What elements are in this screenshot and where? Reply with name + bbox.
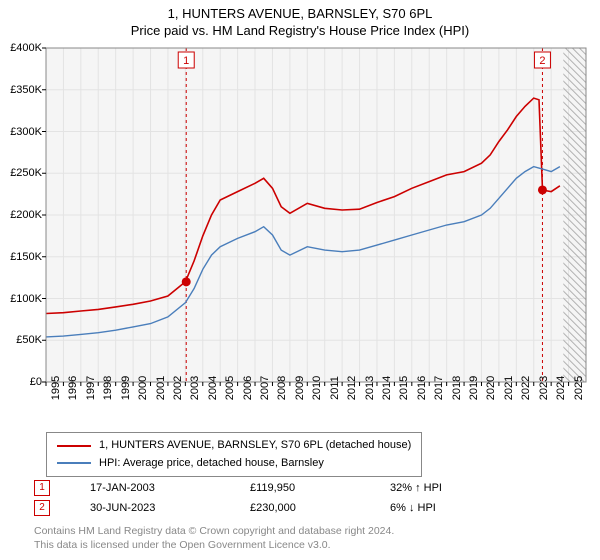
chart-svg: 12 [46, 48, 586, 382]
marker-badge: 1 [34, 480, 50, 496]
x-axis-labels: 1995199619971998199920002001200220032004… [46, 384, 586, 434]
legend-item: HPI: Average price, detached house, Barn… [57, 455, 411, 473]
legend-item: 1, HUNTERS AVENUE, BARNSLEY, S70 6PL (de… [57, 437, 411, 455]
legend-swatch [57, 462, 91, 464]
marker-price: £230,000 [250, 502, 350, 514]
legend-swatch [57, 445, 91, 447]
marker-row: 2 30-JUN-2023 £230,000 6% ↓ HPI [34, 500, 500, 516]
chart-subtitle: Price paid vs. HM Land Registry's House … [0, 23, 600, 38]
svg-text:1: 1 [183, 55, 189, 67]
marker-date: 17-JAN-2003 [90, 482, 210, 494]
marker-row: 1 17-JAN-2003 £119,950 32% ↑ HPI [34, 480, 500, 496]
chart-plot-area: 12 [46, 48, 586, 382]
license-text: Contains HM Land Registry data © Crown c… [34, 524, 394, 552]
license-line: Contains HM Land Registry data © Crown c… [34, 524, 394, 538]
chart-title: 1, HUNTERS AVENUE, BARNSLEY, S70 6PL [0, 6, 600, 21]
svg-text:2: 2 [539, 55, 545, 67]
legend-label: HPI: Average price, detached house, Barn… [99, 455, 324, 473]
marker-pct: 6% ↓ HPI [390, 502, 500, 514]
legend: 1, HUNTERS AVENUE, BARNSLEY, S70 6PL (de… [46, 432, 422, 477]
marker-badge: 2 [34, 500, 50, 516]
marker-date: 30-JUN-2023 [90, 502, 210, 514]
license-line: This data is licensed under the Open Gov… [34, 538, 394, 552]
legend-label: 1, HUNTERS AVENUE, BARNSLEY, S70 6PL (de… [99, 437, 411, 455]
y-axis-labels: £0£50K£100K£150K£200K£250K£300K£350K£400… [0, 48, 44, 382]
marker-price: £119,950 [250, 482, 350, 494]
marker-pct: 32% ↑ HPI [390, 482, 500, 494]
